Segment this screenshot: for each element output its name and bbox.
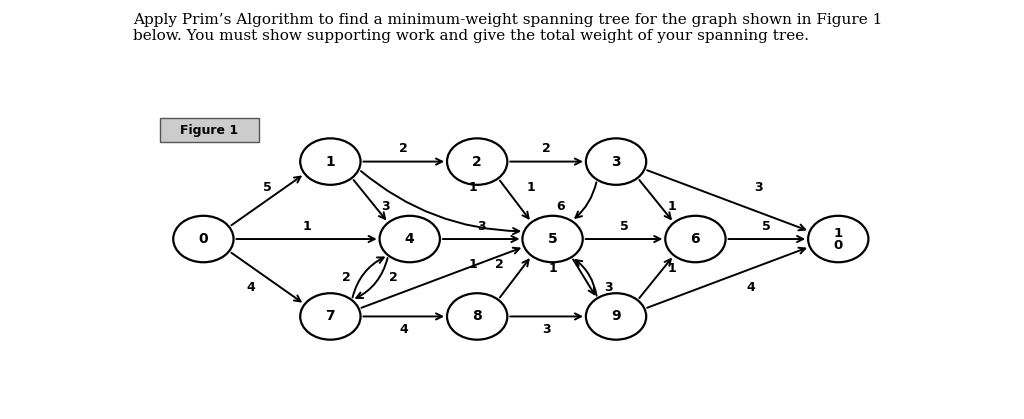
Text: 5: 5: [620, 220, 629, 233]
Text: 1: 1: [469, 181, 477, 194]
Text: 5: 5: [262, 181, 271, 194]
Text: 2: 2: [399, 142, 409, 155]
Text: 4: 4: [247, 281, 255, 294]
Text: 0: 0: [199, 232, 208, 246]
Text: 9: 9: [611, 310, 621, 323]
Text: 3: 3: [477, 220, 485, 233]
Ellipse shape: [586, 293, 646, 340]
Text: 1
0: 1 0: [834, 227, 843, 251]
Text: Figure 1: Figure 1: [180, 124, 239, 137]
Ellipse shape: [380, 216, 440, 262]
Text: 1: 1: [326, 155, 335, 168]
Text: 1: 1: [302, 220, 311, 233]
Text: Apply Prim’s Algorithm to find a minimum-weight spanning tree for the graph show: Apply Prim’s Algorithm to find a minimum…: [133, 13, 883, 43]
Ellipse shape: [522, 216, 583, 262]
Text: 3: 3: [755, 181, 763, 194]
Ellipse shape: [586, 138, 646, 185]
Ellipse shape: [447, 138, 507, 185]
Ellipse shape: [447, 293, 507, 340]
Ellipse shape: [808, 216, 868, 262]
Text: 2: 2: [495, 259, 504, 272]
Text: 7: 7: [326, 310, 335, 323]
Text: 2: 2: [389, 271, 398, 284]
Text: 4: 4: [746, 281, 756, 294]
Text: 6: 6: [690, 232, 700, 246]
Ellipse shape: [666, 216, 726, 262]
Ellipse shape: [300, 138, 360, 185]
Text: 4: 4: [399, 323, 409, 336]
Text: 1: 1: [469, 259, 477, 272]
FancyBboxPatch shape: [160, 118, 259, 142]
Text: 3: 3: [604, 281, 612, 294]
Text: 3: 3: [611, 155, 621, 168]
Text: 2: 2: [342, 271, 350, 284]
Text: 5: 5: [763, 220, 771, 233]
Text: 1: 1: [548, 261, 557, 274]
Text: 3: 3: [543, 323, 551, 336]
Text: 8: 8: [472, 310, 482, 323]
Text: 3: 3: [382, 200, 390, 213]
Ellipse shape: [173, 216, 233, 262]
Ellipse shape: [300, 293, 360, 340]
Text: 5: 5: [548, 232, 557, 246]
Text: 1: 1: [668, 200, 676, 213]
Text: 4: 4: [404, 232, 415, 246]
Text: 2: 2: [543, 142, 551, 155]
Text: 1: 1: [668, 261, 676, 274]
Text: 2: 2: [472, 155, 482, 168]
Text: 1: 1: [526, 181, 536, 194]
Text: 6: 6: [556, 200, 565, 213]
